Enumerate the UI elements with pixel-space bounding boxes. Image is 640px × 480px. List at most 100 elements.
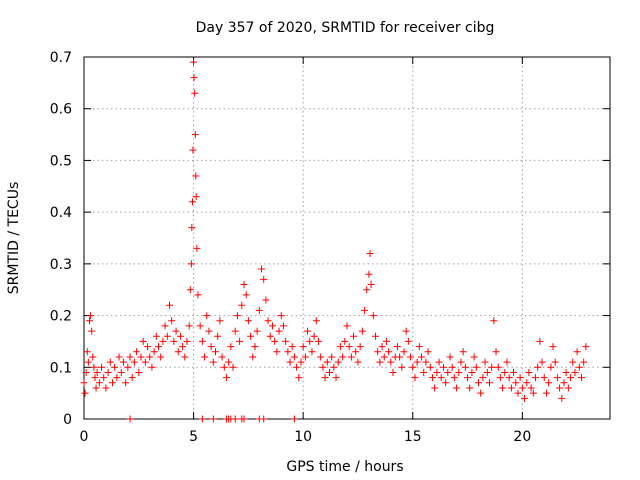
data-point bbox=[531, 374, 539, 382]
data-point bbox=[268, 322, 276, 330]
data-point bbox=[80, 379, 88, 387]
data-point bbox=[187, 260, 195, 268]
data-point bbox=[488, 363, 496, 371]
data-point bbox=[133, 348, 141, 356]
data-point bbox=[119, 358, 127, 366]
data-point bbox=[433, 368, 441, 376]
data-point bbox=[354, 358, 362, 366]
data-point bbox=[214, 332, 222, 340]
data-point bbox=[157, 353, 165, 361]
data-point bbox=[389, 368, 397, 376]
data-point bbox=[582, 343, 590, 351]
data-point bbox=[564, 384, 572, 392]
data-point bbox=[407, 353, 415, 361]
data-point bbox=[100, 374, 108, 382]
data-point bbox=[347, 353, 355, 361]
data-point bbox=[264, 317, 272, 325]
data-point bbox=[448, 363, 456, 371]
y-tick-label: 0.2 bbox=[50, 309, 72, 325]
data-point bbox=[275, 327, 283, 335]
data-point bbox=[503, 358, 511, 366]
data-point bbox=[523, 379, 531, 387]
data-point bbox=[578, 374, 586, 382]
data-point bbox=[573, 348, 581, 356]
data-point bbox=[192, 172, 200, 180]
data-point bbox=[293, 363, 301, 371]
data-point bbox=[472, 363, 480, 371]
data-point bbox=[387, 358, 395, 366]
data-point bbox=[286, 358, 294, 366]
data-point bbox=[400, 348, 408, 356]
data-point bbox=[352, 348, 360, 356]
data-point bbox=[402, 327, 410, 335]
data-point bbox=[393, 343, 401, 351]
data-point bbox=[290, 353, 298, 361]
data-point bbox=[457, 358, 465, 366]
data-point bbox=[490, 317, 498, 325]
data-point bbox=[271, 337, 279, 345]
data-point bbox=[260, 415, 268, 423]
data-point bbox=[277, 312, 285, 320]
data-point bbox=[203, 312, 211, 320]
data-point bbox=[536, 337, 544, 345]
data-point bbox=[413, 358, 421, 366]
data-point bbox=[492, 348, 500, 356]
data-point bbox=[571, 368, 579, 376]
data-point bbox=[91, 374, 99, 382]
data-point bbox=[191, 89, 199, 97]
data-point bbox=[198, 415, 206, 423]
data-point bbox=[358, 327, 366, 335]
data-point bbox=[409, 363, 417, 371]
x-tick-label: 15 bbox=[404, 429, 422, 445]
data-point bbox=[117, 368, 125, 376]
data-point bbox=[115, 353, 123, 361]
data-point bbox=[499, 384, 507, 392]
data-point bbox=[253, 327, 261, 335]
data-point bbox=[104, 368, 112, 376]
data-point bbox=[181, 353, 189, 361]
data-point bbox=[201, 353, 209, 361]
data-point bbox=[174, 348, 182, 356]
data-point bbox=[575, 363, 583, 371]
data-point bbox=[334, 358, 342, 366]
data-point bbox=[461, 363, 469, 371]
data-point bbox=[165, 301, 173, 309]
data-point bbox=[527, 384, 535, 392]
data-point bbox=[567, 374, 575, 382]
y-axis-label: SRMTID / TECUs bbox=[6, 182, 22, 295]
data-point bbox=[312, 317, 320, 325]
data-point bbox=[505, 374, 513, 382]
data-point bbox=[336, 343, 344, 351]
data-point bbox=[378, 343, 386, 351]
x-tick-label: 20 bbox=[513, 429, 531, 445]
data-point bbox=[82, 368, 90, 376]
data-point bbox=[477, 389, 485, 397]
data-point bbox=[562, 368, 570, 376]
data-point bbox=[194, 291, 202, 299]
data-point bbox=[317, 353, 325, 361]
data-point bbox=[422, 358, 430, 366]
data-point bbox=[371, 332, 379, 340]
data-point bbox=[514, 389, 522, 397]
data-point bbox=[186, 286, 194, 294]
data-point bbox=[81, 389, 89, 397]
data-point bbox=[459, 348, 467, 356]
data-point bbox=[216, 317, 224, 325]
data-point bbox=[266, 332, 274, 340]
y-tick-label: 0 bbox=[63, 412, 72, 428]
data-point bbox=[108, 379, 116, 387]
data-point bbox=[279, 322, 287, 330]
x-axis-label: GPS time / hours bbox=[286, 459, 403, 475]
data-point bbox=[339, 353, 347, 361]
data-point bbox=[249, 353, 257, 361]
data-point bbox=[84, 358, 92, 366]
data-point bbox=[507, 384, 515, 392]
data-point bbox=[325, 368, 333, 376]
data-point bbox=[238, 301, 246, 309]
data-point bbox=[404, 337, 412, 345]
data-point bbox=[365, 270, 373, 278]
data-point bbox=[172, 327, 180, 335]
data-point bbox=[551, 358, 559, 366]
data-point bbox=[126, 353, 134, 361]
